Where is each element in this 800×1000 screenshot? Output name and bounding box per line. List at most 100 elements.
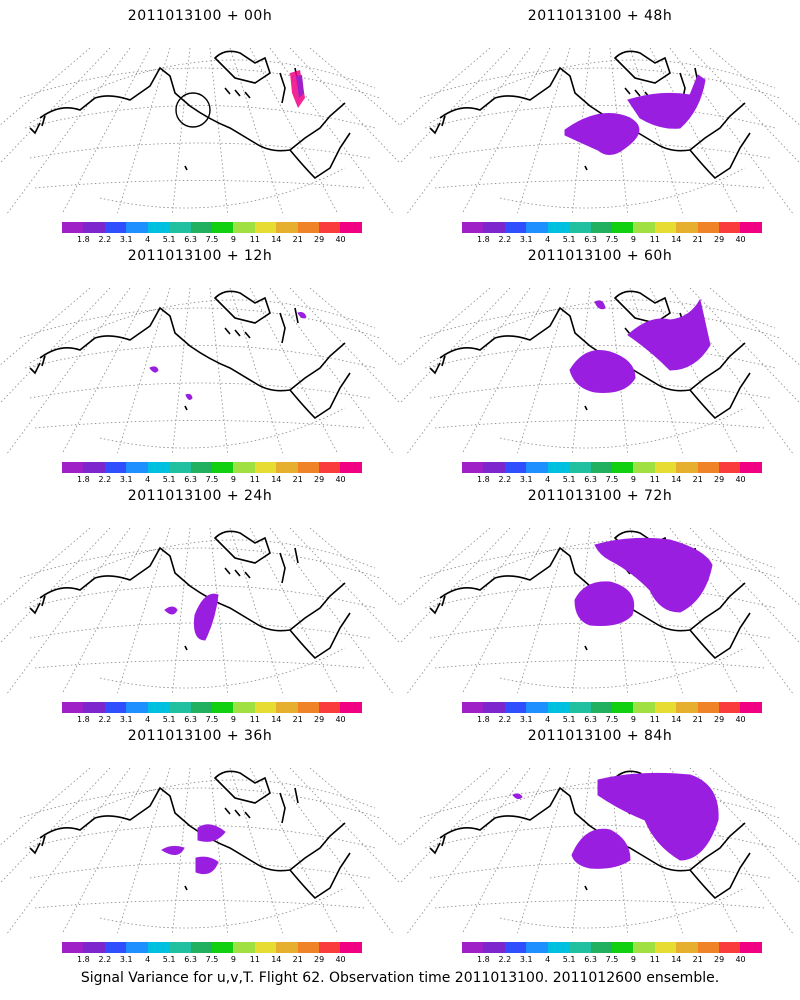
colorbar-swatch <box>611 222 634 233</box>
variance-fields <box>149 312 307 400</box>
variance-fields <box>569 298 711 393</box>
polar-map <box>0 47 400 214</box>
colorbar-swatch <box>169 702 191 713</box>
colorbar-labels: 1.8 2.2 3.1 4 5.1 6.3 7.5 9 11 14 21 29 40 <box>450 715 770 725</box>
colorbar-swatch <box>654 222 677 233</box>
forecast-panel: 2011013100 + 48h 1.8 2.2 3.1 4 5.1 6.3 7.5 9 11 14… <box>400 0 800 245</box>
colorbar <box>462 222 762 233</box>
colorbar-labels: 1.8 2.2 3.1 4 5.1 6.3 7.5 9 11 14 21 29 40 <box>50 715 370 725</box>
colorbar-swatch <box>462 222 484 233</box>
colorbar-tick-label: 3.1 <box>119 235 133 244</box>
colorbar-swatch <box>483 462 505 473</box>
colorbar-tick-label: 4 <box>545 235 551 244</box>
colorbar-tick-label: 5.1 <box>562 715 576 724</box>
colorbar-swatch <box>526 462 548 473</box>
colorbar-tick-label: 4 <box>145 715 151 724</box>
colorbar-swatch <box>504 222 527 233</box>
colorbar-swatch <box>590 462 612 473</box>
colorbar-tick-label: 29 <box>314 715 325 724</box>
colorbar-tick-label: 6.3 <box>584 955 597 964</box>
colorbar-swatch <box>504 462 527 473</box>
colorbar-swatch <box>190 702 212 713</box>
colorbar-swatch <box>147 222 170 233</box>
colorbar-tick-label: 11 <box>249 715 260 724</box>
colorbar-tick-label: 4 <box>145 235 151 244</box>
colorbar-tick-label: 14 <box>671 475 682 484</box>
panel-title: 2011013100 + 12h <box>127 248 273 264</box>
coastline <box>29 770 351 900</box>
colorbar-swatch <box>319 942 341 953</box>
colorbar-tick-label: 9 <box>230 235 236 244</box>
colorbar-swatch <box>62 222 84 233</box>
colorbar-swatch <box>276 462 298 473</box>
forecast-panel: 2011013100 + 72h 1.8 2.2 3.1 4 5.1 6.3 7.5 9 11 14… <box>400 480 800 725</box>
polar-map <box>400 767 800 934</box>
polar-map <box>0 527 400 694</box>
colorbar-tick-label: 5.1 <box>162 475 176 484</box>
polar-map <box>400 287 800 454</box>
colorbar-tick-label: 14 <box>271 475 282 484</box>
colorbar-tick-label: 21 <box>692 475 703 484</box>
forecast-panel: 2011013100 + 60h 1.8 2.2 3.1 4 5.1 6.3 7.5 9 11 14… <box>400 240 800 485</box>
figure-caption: Signal Variance for u,v,T. Flight 62. Ob… <box>80 970 720 986</box>
colorbar-tick-label: 5.1 <box>562 955 576 964</box>
colorbar-swatch <box>611 702 634 713</box>
colorbar-swatch <box>340 462 362 473</box>
colorbar-swatch <box>740 702 762 713</box>
colorbar-swatch <box>740 222 762 233</box>
colorbar-swatch <box>676 222 698 233</box>
colorbar-tick-label: 4 <box>145 475 151 484</box>
variance-fields <box>164 593 219 641</box>
colorbar-swatch <box>126 702 148 713</box>
colorbar-tick-label: 14 <box>671 715 682 724</box>
colorbar-tick-label: 40 <box>735 955 746 964</box>
colorbar-swatch <box>719 222 741 233</box>
colorbar-swatch <box>697 702 720 713</box>
lat-lon-grid <box>0 767 400 934</box>
colorbar-swatch <box>190 222 212 233</box>
colorbar-tick-label: 7.5 <box>205 235 219 244</box>
coastline <box>29 50 351 180</box>
colorbar-swatch <box>633 462 655 473</box>
colorbar-tick-label: 11 <box>649 235 660 244</box>
colorbar-swatch <box>504 702 527 713</box>
colorbar-tick-label: 4 <box>545 955 551 964</box>
colorbar-swatch <box>83 942 105 953</box>
lat-lon-grid <box>0 527 400 694</box>
colorbar-tick-label: 21 <box>292 475 303 484</box>
colorbar-swatch <box>147 702 170 713</box>
colorbar-tick-label: 9 <box>630 475 636 484</box>
colorbar-swatch <box>276 942 298 953</box>
colorbar-swatch <box>319 702 341 713</box>
colorbar-swatch <box>254 222 277 233</box>
colorbar-swatch <box>211 462 234 473</box>
colorbar-swatch <box>233 222 255 233</box>
colorbar-tick-label: 29 <box>714 235 725 244</box>
colorbar-labels: 1.8 2.2 3.1 4 5.1 6.3 7.5 9 11 14 21 29 40 <box>50 235 370 245</box>
colorbar-tick-label: 29 <box>314 235 325 244</box>
colorbar <box>462 702 762 713</box>
colorbar-swatch <box>147 462 170 473</box>
colorbar-tick-label: 6.3 <box>584 715 597 724</box>
colorbar-swatch <box>169 222 191 233</box>
colorbar-tick-label: 40 <box>335 235 346 244</box>
colorbar-swatch <box>297 462 320 473</box>
colorbar-tick-label: 9 <box>230 955 236 964</box>
colorbar-tick-label: 3.1 <box>519 235 533 244</box>
colorbar-tick-label: 6.3 <box>184 475 197 484</box>
colorbar-swatch <box>740 462 762 473</box>
colorbar-tick-label: 6.3 <box>184 715 197 724</box>
colorbar-swatch <box>633 942 655 953</box>
polar-map <box>0 287 400 454</box>
colorbar-tick-label: 4 <box>145 955 151 964</box>
colorbar-tick-label: 40 <box>735 475 746 484</box>
colorbar <box>62 462 362 473</box>
colorbar-swatch <box>590 702 612 713</box>
colorbar-swatch <box>462 462 484 473</box>
colorbar-tick-label: 7.5 <box>605 235 619 244</box>
colorbar-tick-label: 14 <box>671 235 682 244</box>
colorbar-tick-label: 5.1 <box>562 475 576 484</box>
polar-map <box>0 767 400 934</box>
colorbar-swatch <box>526 222 548 233</box>
colorbar-tick-label: 9 <box>630 715 636 724</box>
